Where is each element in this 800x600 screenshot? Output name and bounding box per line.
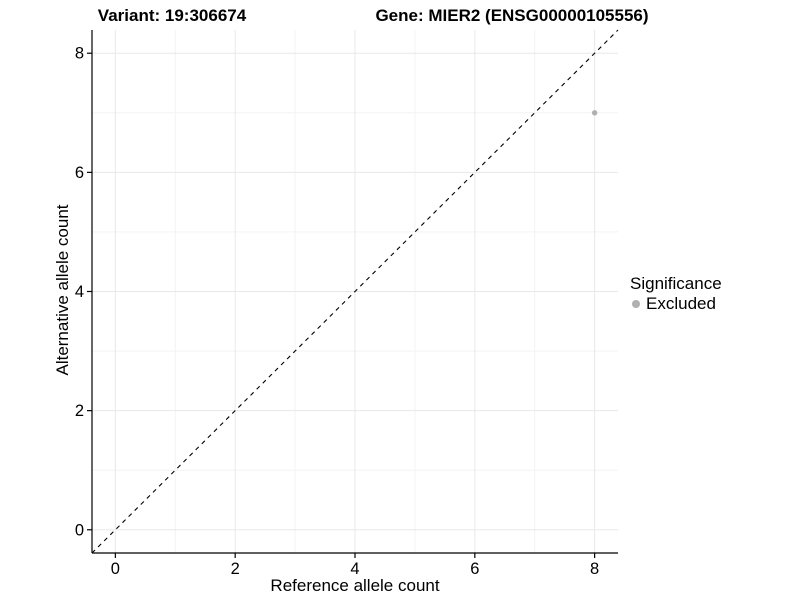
legend-point-icon xyxy=(632,299,640,308)
legend-item: Excluded xyxy=(632,294,722,313)
y-tick-label: 8 xyxy=(75,45,84,63)
data-point xyxy=(591,110,598,116)
legend: Significance Excluded xyxy=(630,274,722,313)
y-tick-label: 2 xyxy=(75,402,84,420)
y-tick-label: 6 xyxy=(75,164,84,182)
identity-dashed-line xyxy=(91,29,619,554)
x-tick-label: 6 xyxy=(470,560,479,578)
y-axis-title: Alternative allele count xyxy=(53,204,72,376)
y-tick-label: 0 xyxy=(75,521,84,539)
legend-items: Excluded xyxy=(630,294,722,313)
x-tick-label: 4 xyxy=(350,560,359,578)
y-tick-label: 4 xyxy=(75,283,84,301)
plot-title-gene: Gene: MIER2 (ENSG00000105556) xyxy=(375,6,649,25)
legend-item-label: Excluded xyxy=(646,294,716,313)
x-axis-title: Reference allele count xyxy=(270,576,440,595)
x-tick-label: 2 xyxy=(231,560,240,578)
x-tick-label: 0 xyxy=(111,560,120,578)
legend-title: Significance xyxy=(630,274,722,293)
plot-title-variant: Variant: 19:306674 xyxy=(97,6,247,25)
x-tick-label: 8 xyxy=(590,560,599,578)
